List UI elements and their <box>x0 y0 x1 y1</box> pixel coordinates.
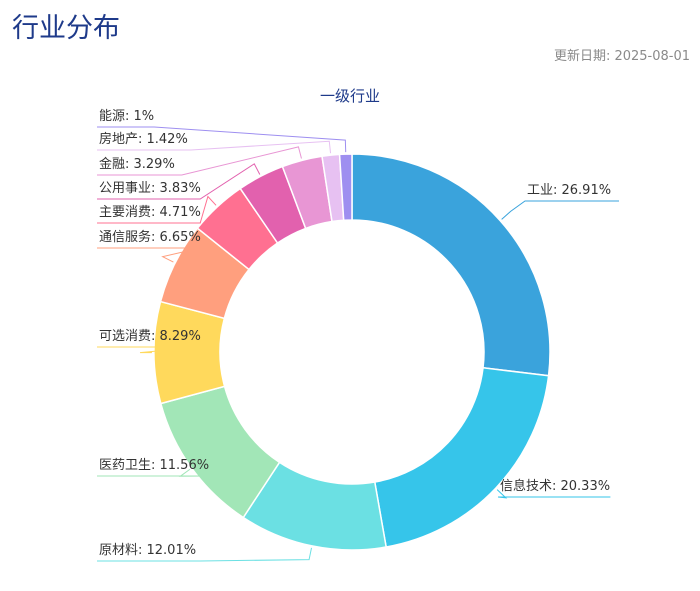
label-信息技术: 信息技术: 20.33% <box>500 478 610 494</box>
leader-line-金融 <box>97 146 302 176</box>
label-可选消费: 可选消费: 8.29% <box>99 329 201 344</box>
leader-line-公用事业 <box>97 163 261 200</box>
label-原材料: 原材料: 12.01% <box>99 543 196 558</box>
leader-line-可选消费 <box>97 346 201 354</box>
leader-line-医药卫生 <box>97 468 210 477</box>
leader-line-房地产 <box>97 140 332 154</box>
leader-line-通信服务 <box>97 247 201 263</box>
leader-line-主要消费 <box>97 195 217 224</box>
slices-group <box>153 153 551 551</box>
label-房地产: 房地产: 1.42% <box>99 131 188 147</box>
slice-信息技术[interactable] <box>373 366 550 548</box>
chart-title: 一级行业 <box>320 87 380 105</box>
leader-line-信息技术 <box>496 489 611 499</box>
update-date: 更新日期: 2025-08-01 <box>553 49 690 64</box>
label-医药卫生: 医药卫生: 11.56% <box>99 458 209 473</box>
leader-line-工业 <box>501 200 619 220</box>
leader-line-能源 <box>97 126 347 153</box>
label-能源: 能源: 1% <box>99 109 154 124</box>
label-公用事业: 公用事业: 3.83% <box>99 181 201 196</box>
slice-工业[interactable] <box>351 153 551 377</box>
slice-能源[interactable] <box>338 153 353 222</box>
slice-可选消费[interactable] <box>153 300 226 405</box>
labels-group: 工业: 26.91% 信息技术: 20.33% 原材料: 12.01% 医药卫生: 1… <box>99 109 611 558</box>
label-主要消费: 主要消费: 4.71% <box>99 205 201 220</box>
label-通信服务: 通信服务: 6.65% <box>99 229 201 245</box>
page-title: 行业分布 <box>12 13 120 44</box>
label-金融: 金融: 3.29% <box>99 156 175 172</box>
label-工业: 工业: 26.91% <box>527 183 611 198</box>
leader-lines-group <box>97 126 619 562</box>
leader-line-原材料 <box>97 547 312 562</box>
